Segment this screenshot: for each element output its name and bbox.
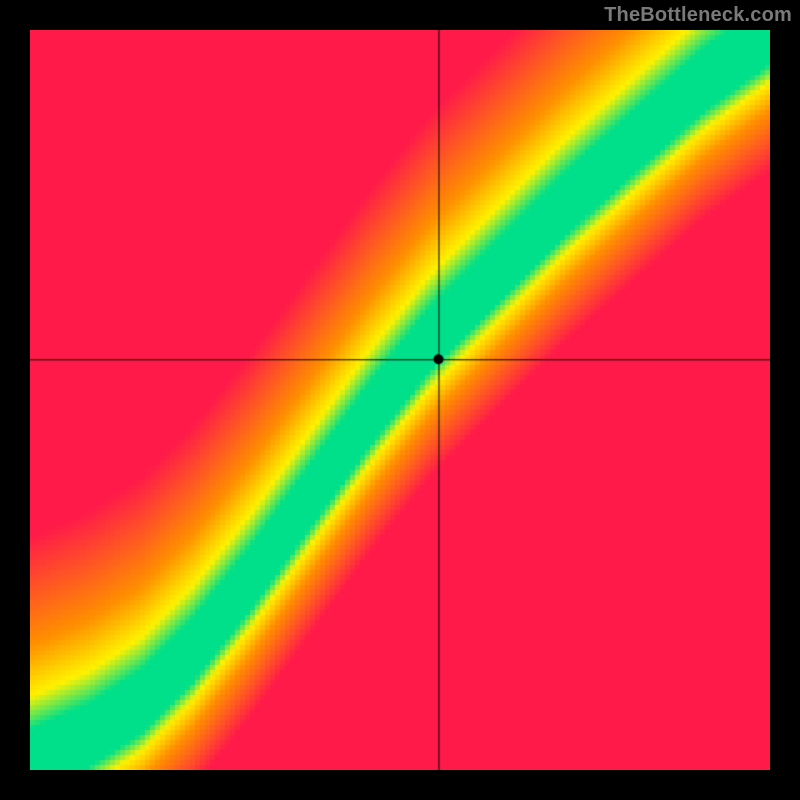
bottleneck-heatmap [30, 30, 770, 770]
chart-container: TheBottleneck.com [0, 0, 800, 800]
attribution-text: TheBottleneck.com [604, 4, 792, 27]
